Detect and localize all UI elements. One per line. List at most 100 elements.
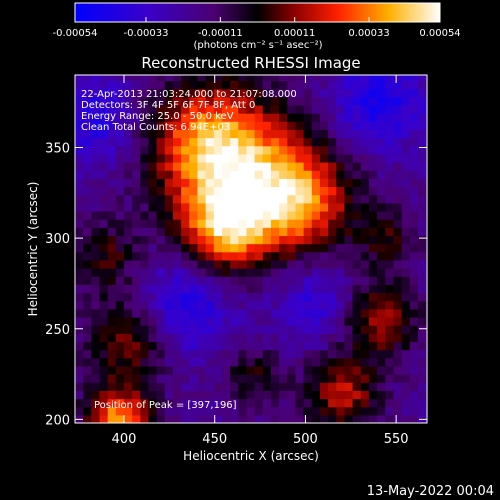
heatmap-cell: [295, 170, 305, 179]
heatmap-cell: [246, 162, 256, 171]
heatmap-cell: [83, 243, 92, 253]
heatmap-cell: [91, 374, 101, 383]
heatmap-cell: [368, 243, 378, 253]
heatmap-cell: [377, 75, 386, 82]
heatmap-cell: [107, 129, 117, 139]
heatmap-cell: [83, 382, 92, 391]
heatmap-cell: [221, 194, 231, 204]
heatmap-cell: [409, 145, 419, 155]
heatmap-cell: [270, 349, 280, 359]
heatmap-cell: [352, 186, 362, 196]
heatmap-cell: [148, 292, 158, 302]
heatmap-cell: [181, 88, 190, 98]
heatmap-cell: [205, 113, 215, 122]
heatmap-cell: [336, 145, 346, 155]
heatmap-cell: [401, 398, 411, 408]
heatmap-cell: [287, 137, 297, 147]
heatmap-cell: [385, 325, 395, 334]
heatmap-cell: [213, 178, 223, 188]
heatmap-cell: [83, 365, 92, 375]
heatmap-cell: [75, 104, 84, 114]
heatmap-cell: [360, 194, 370, 204]
heatmap-cell: [107, 104, 117, 114]
heatmap-cell: [311, 259, 321, 269]
heatmap-cell: [148, 276, 158, 285]
heatmap-cell: [401, 178, 411, 188]
heatmap-cell: [205, 406, 215, 416]
heatmap-cell: [295, 365, 305, 375]
heatmap-cell: [262, 162, 272, 171]
heatmap-cell: [401, 162, 411, 171]
heatmap-cell: [238, 219, 248, 228]
heatmap-cell: [377, 80, 386, 90]
heatmap-cell: [205, 374, 215, 383]
heatmap-cell: [336, 357, 346, 367]
heatmap-cell: [181, 194, 190, 204]
colorbar-tick-label: 0.00033: [348, 28, 389, 39]
heatmap-cell: [295, 186, 305, 196]
heatmap-cell: [91, 284, 101, 294]
heatmap-cell: [393, 357, 403, 367]
heatmap-cell: [262, 75, 272, 82]
heatmap-cell: [213, 325, 223, 334]
heatmap-cell: [311, 210, 321, 220]
heatmap-cell: [401, 374, 411, 383]
heatmap-cell: [295, 308, 305, 318]
heatmap-cell: [311, 235, 321, 245]
heatmap-cell: [262, 153, 272, 163]
heatmap-cell: [352, 284, 362, 294]
heatmap-cell: [140, 406, 150, 416]
heatmap-cell: [115, 170, 125, 179]
heatmap-cell: [254, 129, 264, 139]
heatmap-cell: [148, 194, 158, 204]
heatmap-cell: [352, 227, 362, 237]
heatmap-cell: [328, 178, 337, 188]
heatmap-cell: [360, 341, 370, 351]
heatmap-cell: [91, 398, 101, 408]
heatmap-cell: [197, 300, 207, 310]
heatmap-cell: [189, 227, 199, 237]
heatmap-cell: [279, 276, 288, 285]
heatmap-cell: [213, 137, 223, 147]
heatmap-cell: [270, 210, 280, 220]
heatmap-cell: [328, 162, 337, 171]
heatmap-cell: [279, 129, 288, 139]
heatmap-cell: [254, 162, 264, 171]
heatmap-cell: [197, 88, 207, 98]
heatmap-cell: [213, 186, 223, 196]
heatmap-cell: [213, 374, 223, 383]
heatmap-cell: [115, 121, 125, 130]
heatmap-cell: [172, 243, 182, 253]
heatmap-cell: [344, 219, 354, 228]
heatmap-cell: [319, 162, 329, 171]
heatmap-cell: [189, 75, 199, 82]
heatmap-cell: [148, 145, 158, 155]
heatmap-cell: [328, 170, 337, 179]
heatmap-cell: [75, 308, 84, 318]
heatmap-cell: [75, 276, 84, 285]
heatmap-cell: [279, 121, 288, 130]
heatmap-cell: [221, 227, 231, 237]
heatmap-cell: [352, 88, 362, 98]
heatmap-cell: [238, 121, 248, 130]
heatmap-cell: [83, 341, 92, 351]
heatmap-cell: [132, 398, 141, 408]
heatmap-cell: [115, 374, 125, 383]
heatmap-cell: [205, 333, 215, 343]
heatmap-cell: [205, 219, 215, 228]
heatmap-cell: [164, 341, 174, 351]
heatmap-cell: [401, 308, 411, 318]
heatmap-cell: [262, 202, 272, 212]
heatmap-cell: [270, 390, 280, 400]
heatmap-cell: [344, 227, 354, 237]
heatmap-cell: [393, 153, 403, 163]
heatmap-cell: [328, 210, 337, 220]
heatmap-cell: [197, 137, 207, 147]
heatmap-cell: [319, 194, 329, 204]
heatmap-cell: [132, 382, 141, 391]
heatmap-cell: [123, 121, 133, 130]
heatmap-cell: [417, 88, 427, 98]
heatmap-cell: [377, 333, 386, 343]
heatmap-cell: [189, 88, 199, 98]
heatmap-cell: [221, 316, 231, 326]
